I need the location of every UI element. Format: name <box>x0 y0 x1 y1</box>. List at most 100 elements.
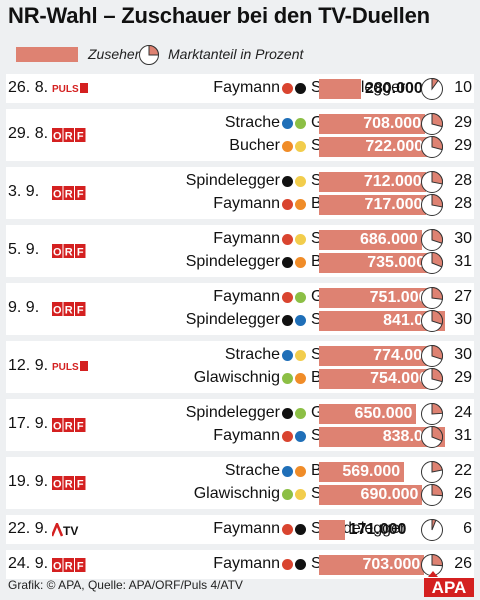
market-share-value: 6 <box>463 520 472 537</box>
viewers-label: 735.000 <box>367 254 426 271</box>
party-dot <box>282 373 293 384</box>
viewers-label: 774.000 <box>373 347 431 364</box>
puls4-logo: PULS <box>52 82 88 94</box>
orf-logo-box <box>75 476 86 490</box>
party-dot <box>295 292 306 303</box>
market-share-pie <box>421 518 443 541</box>
market-share-value: 22 <box>454 462 472 479</box>
party-dot <box>295 408 306 419</box>
candidate-left: Faymann <box>213 427 280 444</box>
party-dot <box>282 118 293 129</box>
market-share-pie <box>421 367 443 390</box>
atv-logo-text: TV <box>63 524 78 537</box>
orf-logo-letter: R <box>65 421 73 433</box>
candidate-left: Faymann <box>213 288 280 305</box>
candidate-left: Faymann <box>213 79 280 96</box>
orf-logo-letter: O <box>53 421 62 433</box>
orf-logo-box <box>63 418 74 432</box>
market-share-value: 10 <box>454 79 472 96</box>
candidate-left: Spindelegger <box>185 172 280 189</box>
atv-logo: TV <box>52 522 78 537</box>
pie-slice <box>431 518 437 531</box>
party-dot <box>282 176 293 187</box>
orf-logo-letter: O <box>53 189 62 201</box>
market-share-value: 30 <box>454 230 472 247</box>
market-share-value: 26 <box>454 555 472 572</box>
orf-logo-letter: F <box>77 305 84 317</box>
pie-slice <box>431 112 443 128</box>
duel-date: 19. 9. <box>8 473 49 490</box>
market-share-pie <box>421 112 443 135</box>
party-dot <box>282 257 293 268</box>
market-share-pie <box>421 286 443 309</box>
party-dot <box>295 141 306 152</box>
viewers-label: 754.000 <box>370 370 428 387</box>
party-dot <box>295 83 306 94</box>
legend-pie-label: Marktanteil in Prozent <box>168 46 304 62</box>
viewers-label: 708.000 <box>363 115 422 132</box>
orf-logo-letter: R <box>65 479 73 491</box>
party-dot <box>282 234 293 245</box>
party-dot <box>282 466 293 477</box>
party-dot <box>295 489 306 500</box>
duel-group <box>6 515 474 544</box>
market-share-value: 24 <box>454 404 472 421</box>
puls4-logo-box <box>80 361 88 371</box>
viewers-label: 280.000 <box>364 80 423 97</box>
viewers-label: 712.000 <box>363 173 422 190</box>
candidate-left: Spindelegger <box>185 404 280 421</box>
viewers-bar <box>319 79 361 99</box>
market-share-pie <box>421 402 444 425</box>
market-share-value: 28 <box>454 195 472 212</box>
viewers-label: 751.000 <box>369 289 428 306</box>
orf-logo-box <box>75 186 86 200</box>
legend-pie-icon <box>139 44 160 65</box>
orf-logo-letter: F <box>77 560 84 572</box>
orf-logo-box <box>63 302 74 316</box>
orf-logo-box <box>75 418 86 432</box>
market-share-pie <box>421 309 443 332</box>
pie-slice <box>431 135 443 151</box>
candidate-left: Strache <box>224 114 280 131</box>
orf-logo-box <box>75 244 86 258</box>
puls4-logo-text: PULS <box>52 362 79 372</box>
party-dot <box>295 559 306 570</box>
market-share-value: 30 <box>454 346 472 363</box>
market-share-value: 29 <box>454 137 472 154</box>
orf-logo-letter: F <box>77 131 84 143</box>
party-dot <box>282 83 293 94</box>
market-share-value: 28 <box>454 172 472 189</box>
viewers-bar: 708.000 <box>319 114 426 134</box>
orf-logo-letter: R <box>65 305 73 317</box>
party-dot <box>295 315 306 326</box>
orf-logo-box <box>52 302 63 316</box>
orf-logo-box <box>63 476 74 490</box>
viewers-bar: 751.000 <box>319 288 432 308</box>
party-dot <box>282 524 293 535</box>
viewers-label: 650.000 <box>354 405 413 422</box>
viewers-label: 686.000 <box>359 231 418 248</box>
orf-logo-box <box>52 557 63 572</box>
viewers-bar: 712.000 <box>319 172 426 192</box>
party-dot <box>295 199 306 210</box>
duel-date: 5. 9. <box>8 241 40 258</box>
pie-slice <box>431 425 443 442</box>
orf-logo-letter: R <box>65 131 73 143</box>
duel-date: 24. 9. <box>8 554 49 572</box>
party-dot <box>295 118 306 129</box>
candidate-left: Spindelegger <box>185 253 280 270</box>
legend-pie-slice <box>148 44 160 56</box>
pie-slice <box>431 77 439 91</box>
market-share-pie <box>421 344 443 367</box>
market-share-value: 29 <box>454 369 472 386</box>
viewers-label: 569.000 <box>342 463 401 480</box>
legend-bar-swatch <box>16 47 78 62</box>
viewers-label: 722.000 <box>365 138 424 155</box>
market-share-pie <box>421 135 443 158</box>
party-dot <box>282 431 293 442</box>
viewers-label: 717.000 <box>364 196 423 213</box>
atv-logo-a <box>52 522 64 536</box>
